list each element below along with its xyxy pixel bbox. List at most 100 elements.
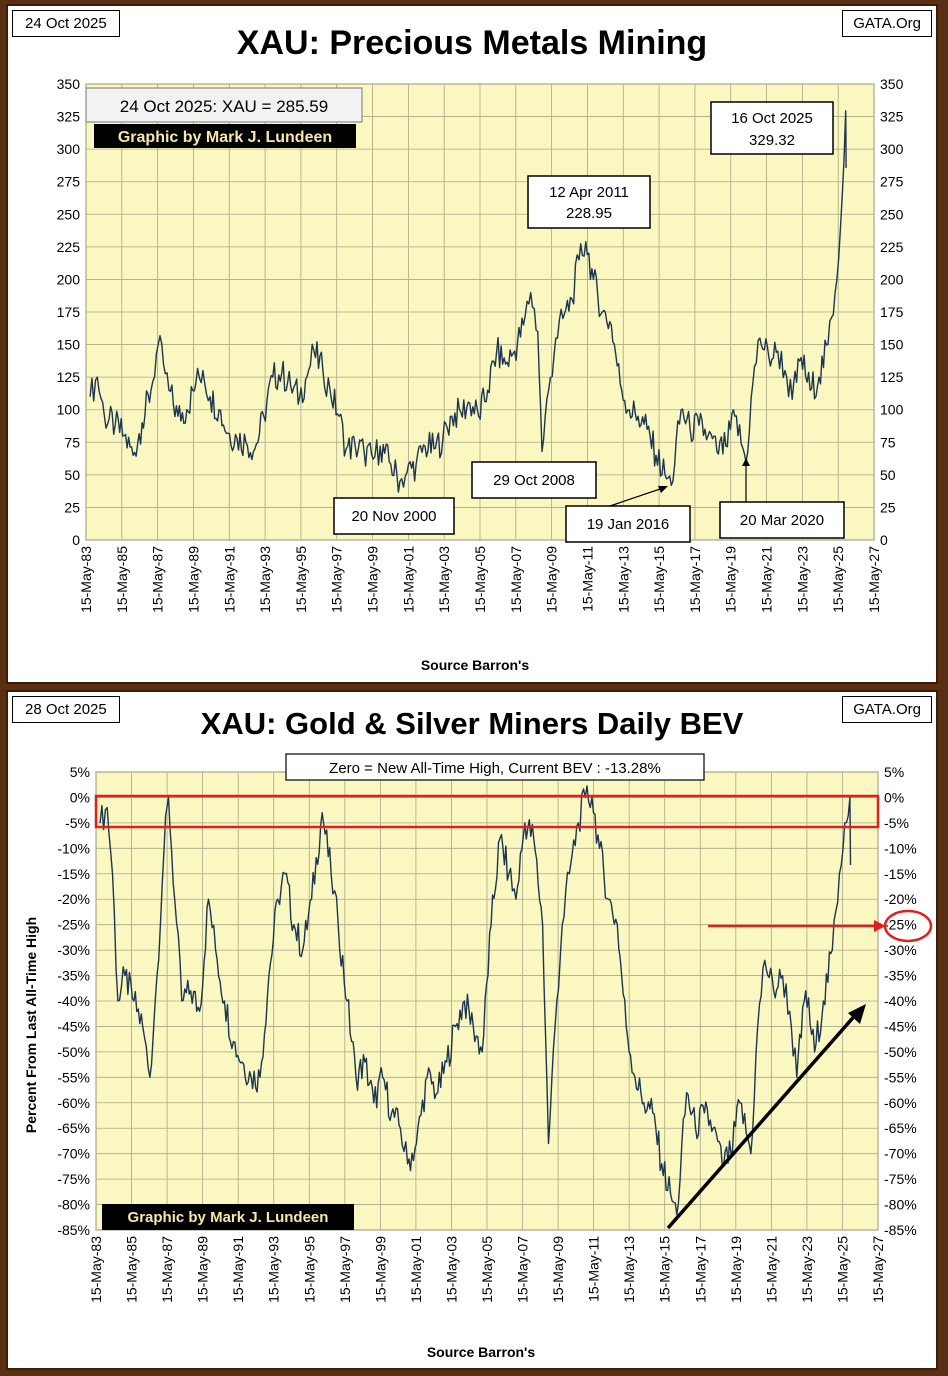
top-chart-title: XAU: Precious Metals Mining xyxy=(236,24,708,62)
y-tick-label-left: 300 xyxy=(57,141,81,157)
y-tick-label-left: 50 xyxy=(64,467,80,483)
bottom-site-label: GATA.Org xyxy=(842,696,932,723)
y-tick-label-right: 150 xyxy=(880,337,904,353)
all-time-high-zone-box xyxy=(94,794,880,829)
x-tick-label: 15-May-97 xyxy=(337,1236,353,1303)
y-tick-label-right: -30% xyxy=(884,942,917,958)
top-info-text: 24 Oct 2025: XAU = 285.59 xyxy=(120,97,328,116)
top-annotation-2025: 16 Oct 2025 329.32 xyxy=(710,101,834,155)
bottom-source-label: Source Barron's xyxy=(427,1344,536,1360)
bottom-credit-box: Graphic by Mark J. Lundeen xyxy=(102,1204,354,1230)
y-tick-label-right: 200 xyxy=(880,271,904,287)
y-tick-label-left: 250 xyxy=(57,206,81,222)
top-date-label: 24 Oct 2025 xyxy=(12,10,120,37)
y-tick-label-left: -80% xyxy=(57,1197,90,1213)
x-tick-label: 15-May-19 xyxy=(723,546,739,613)
top-annotation-2020: 20 Mar 2020 xyxy=(719,458,845,539)
y-tick-label-right: -50% xyxy=(884,1044,917,1060)
y-tick-label-left: 150 xyxy=(57,337,81,353)
x-tick-label: 15-May-05 xyxy=(472,546,488,613)
annot-2000-text: 20 Nov 2000 xyxy=(351,508,436,525)
y-tick-label-right: -70% xyxy=(884,1146,917,1162)
y-tick-label-right: -25% xyxy=(884,917,917,933)
top-series-line xyxy=(89,110,847,493)
minus-25-marker xyxy=(708,909,933,943)
y-tick-label-left: 125 xyxy=(57,369,81,385)
bottom-y-label: Percent From Last All-Time High xyxy=(23,917,39,1133)
y-tick-label-right: -5% xyxy=(884,815,909,831)
x-tick-label: 15-May-01 xyxy=(400,546,416,613)
x-tick-label: 15-May-25 xyxy=(834,1236,850,1303)
series-line xyxy=(89,110,847,493)
y-tick-label-right: -80% xyxy=(884,1197,917,1213)
x-tick-label: 15-May-05 xyxy=(479,1236,495,1303)
y-tick-label-right: -85% xyxy=(884,1222,917,1238)
x-tick-label: 15-May-23 xyxy=(794,546,810,613)
bottom-chart-title: XAU: Gold & Silver Miners Daily BEV xyxy=(200,706,744,741)
y-tick-label-right: -65% xyxy=(884,1120,917,1136)
x-tick-label: 15-May-11 xyxy=(586,1236,602,1302)
x-tick-label: 15-May-85 xyxy=(114,546,130,613)
x-tick-label: 15-May-09 xyxy=(544,546,560,613)
x-tick-label: 15-May-27 xyxy=(870,1236,886,1303)
x-tick-label: 15-May-83 xyxy=(88,1236,104,1303)
annot-2011-value: 228.95 xyxy=(566,205,612,222)
y-tick-label-left: 325 xyxy=(57,109,81,125)
bottom-credit-text: Graphic by Mark J. Lundeen xyxy=(128,1209,329,1226)
x-tick-label: 15-May-83 xyxy=(78,546,94,613)
series-line xyxy=(99,785,852,1216)
y-tick-label-left: 75 xyxy=(64,434,80,450)
y-tick-label-right: -10% xyxy=(884,840,917,856)
y-tick-label-right: 125 xyxy=(880,369,904,385)
y-tick-label-right: -75% xyxy=(884,1171,917,1187)
x-tick-label: 15-May-13 xyxy=(615,546,631,613)
bottom-y-axis-right: 5% 0% -5% -10% -15% -20% -25% -30% -35% -40% -45% -… xyxy=(884,764,917,1238)
y-tick-label-right: -60% xyxy=(884,1095,917,1111)
x-tick-label: 15-May-13 xyxy=(621,1236,637,1303)
y-tick-label-right: 300 xyxy=(880,141,904,157)
x-tick-label: 15-May-93 xyxy=(266,1236,282,1303)
x-tick-label: 15-May-95 xyxy=(301,1236,317,1303)
y-tick-label-right: -45% xyxy=(884,1018,917,1034)
bottom-info-box: Zero = New All-Time High, Current BEV : … xyxy=(285,753,705,781)
y-tick-label-left: -65% xyxy=(57,1120,90,1136)
y-tick-label-left: -45% xyxy=(57,1018,90,1034)
x-tick-label: 15-May-87 xyxy=(150,546,166,613)
x-tick-label: 15-May-27 xyxy=(866,546,882,613)
annot-2025-value: 329.32 xyxy=(749,132,795,149)
y-tick-label-left: -5% xyxy=(65,815,90,831)
bottom-chart-panel: 28 Oct 2025 GATA.Org XAU: Gold & Silver … xyxy=(6,690,938,1370)
y-tick-label-right: 50 xyxy=(880,467,896,483)
x-tick-label: 15-May-07 xyxy=(508,546,524,613)
y-tick-label-right: 250 xyxy=(880,206,904,222)
y-tick-label-left: -60% xyxy=(57,1095,90,1111)
x-tick-label: 15-May-97 xyxy=(329,546,345,613)
top-annotation-2011: 12 Apr 2011 228.95 xyxy=(527,175,651,229)
x-tick-label: 15-May-17 xyxy=(692,1236,708,1303)
y-tick-label-left: -70% xyxy=(57,1146,90,1162)
x-tick-label: 15-May-89 xyxy=(195,1236,211,1303)
y-tick-label-right: -20% xyxy=(884,891,917,907)
top-x-axis: 15-May-83 15-May-85 15-May-87 15-May-89 15-M… xyxy=(78,546,882,613)
y-tick-label-right: 0% xyxy=(884,789,904,805)
x-tick-label: 15-May-19 xyxy=(728,1236,744,1303)
y-tick-label-left: 225 xyxy=(57,239,81,255)
top-annotation-2000: 20 Nov 2000 xyxy=(333,497,455,535)
y-tick-label-left: -20% xyxy=(57,891,90,907)
x-tick-label: 15-May-21 xyxy=(759,546,775,613)
y-tick-label-right: 5% xyxy=(884,764,904,780)
y-tick-label-left: 25 xyxy=(64,499,80,515)
x-tick-label: 15-May-15 xyxy=(657,1236,673,1303)
annot-2016-text: 19 Jan 2016 xyxy=(587,516,670,533)
y-tick-label-right: 25 xyxy=(880,499,896,515)
x-tick-label: 15-May-89 xyxy=(185,546,201,613)
y-tick-label-left: -85% xyxy=(57,1222,90,1238)
y-tick-label-left: -75% xyxy=(57,1171,90,1187)
x-tick-label: 15-May-25 xyxy=(830,546,846,613)
x-tick-label: 15-May-03 xyxy=(443,1236,459,1303)
bottom-x-axis: 15-May-83 15-May-85 15-May-87 15-May-89 15-M… xyxy=(88,1236,886,1303)
y-tick-label-left: 0 xyxy=(72,532,80,548)
top-info-box: 24 Oct 2025: XAU = 285.59 Graphic by Mar… xyxy=(85,87,363,148)
x-tick-label: 15-May-21 xyxy=(763,1236,779,1303)
top-y-axis-left: 0 25 50 75 100 125 150 175 200 225 250 275 300 325 350 xyxy=(57,76,81,548)
